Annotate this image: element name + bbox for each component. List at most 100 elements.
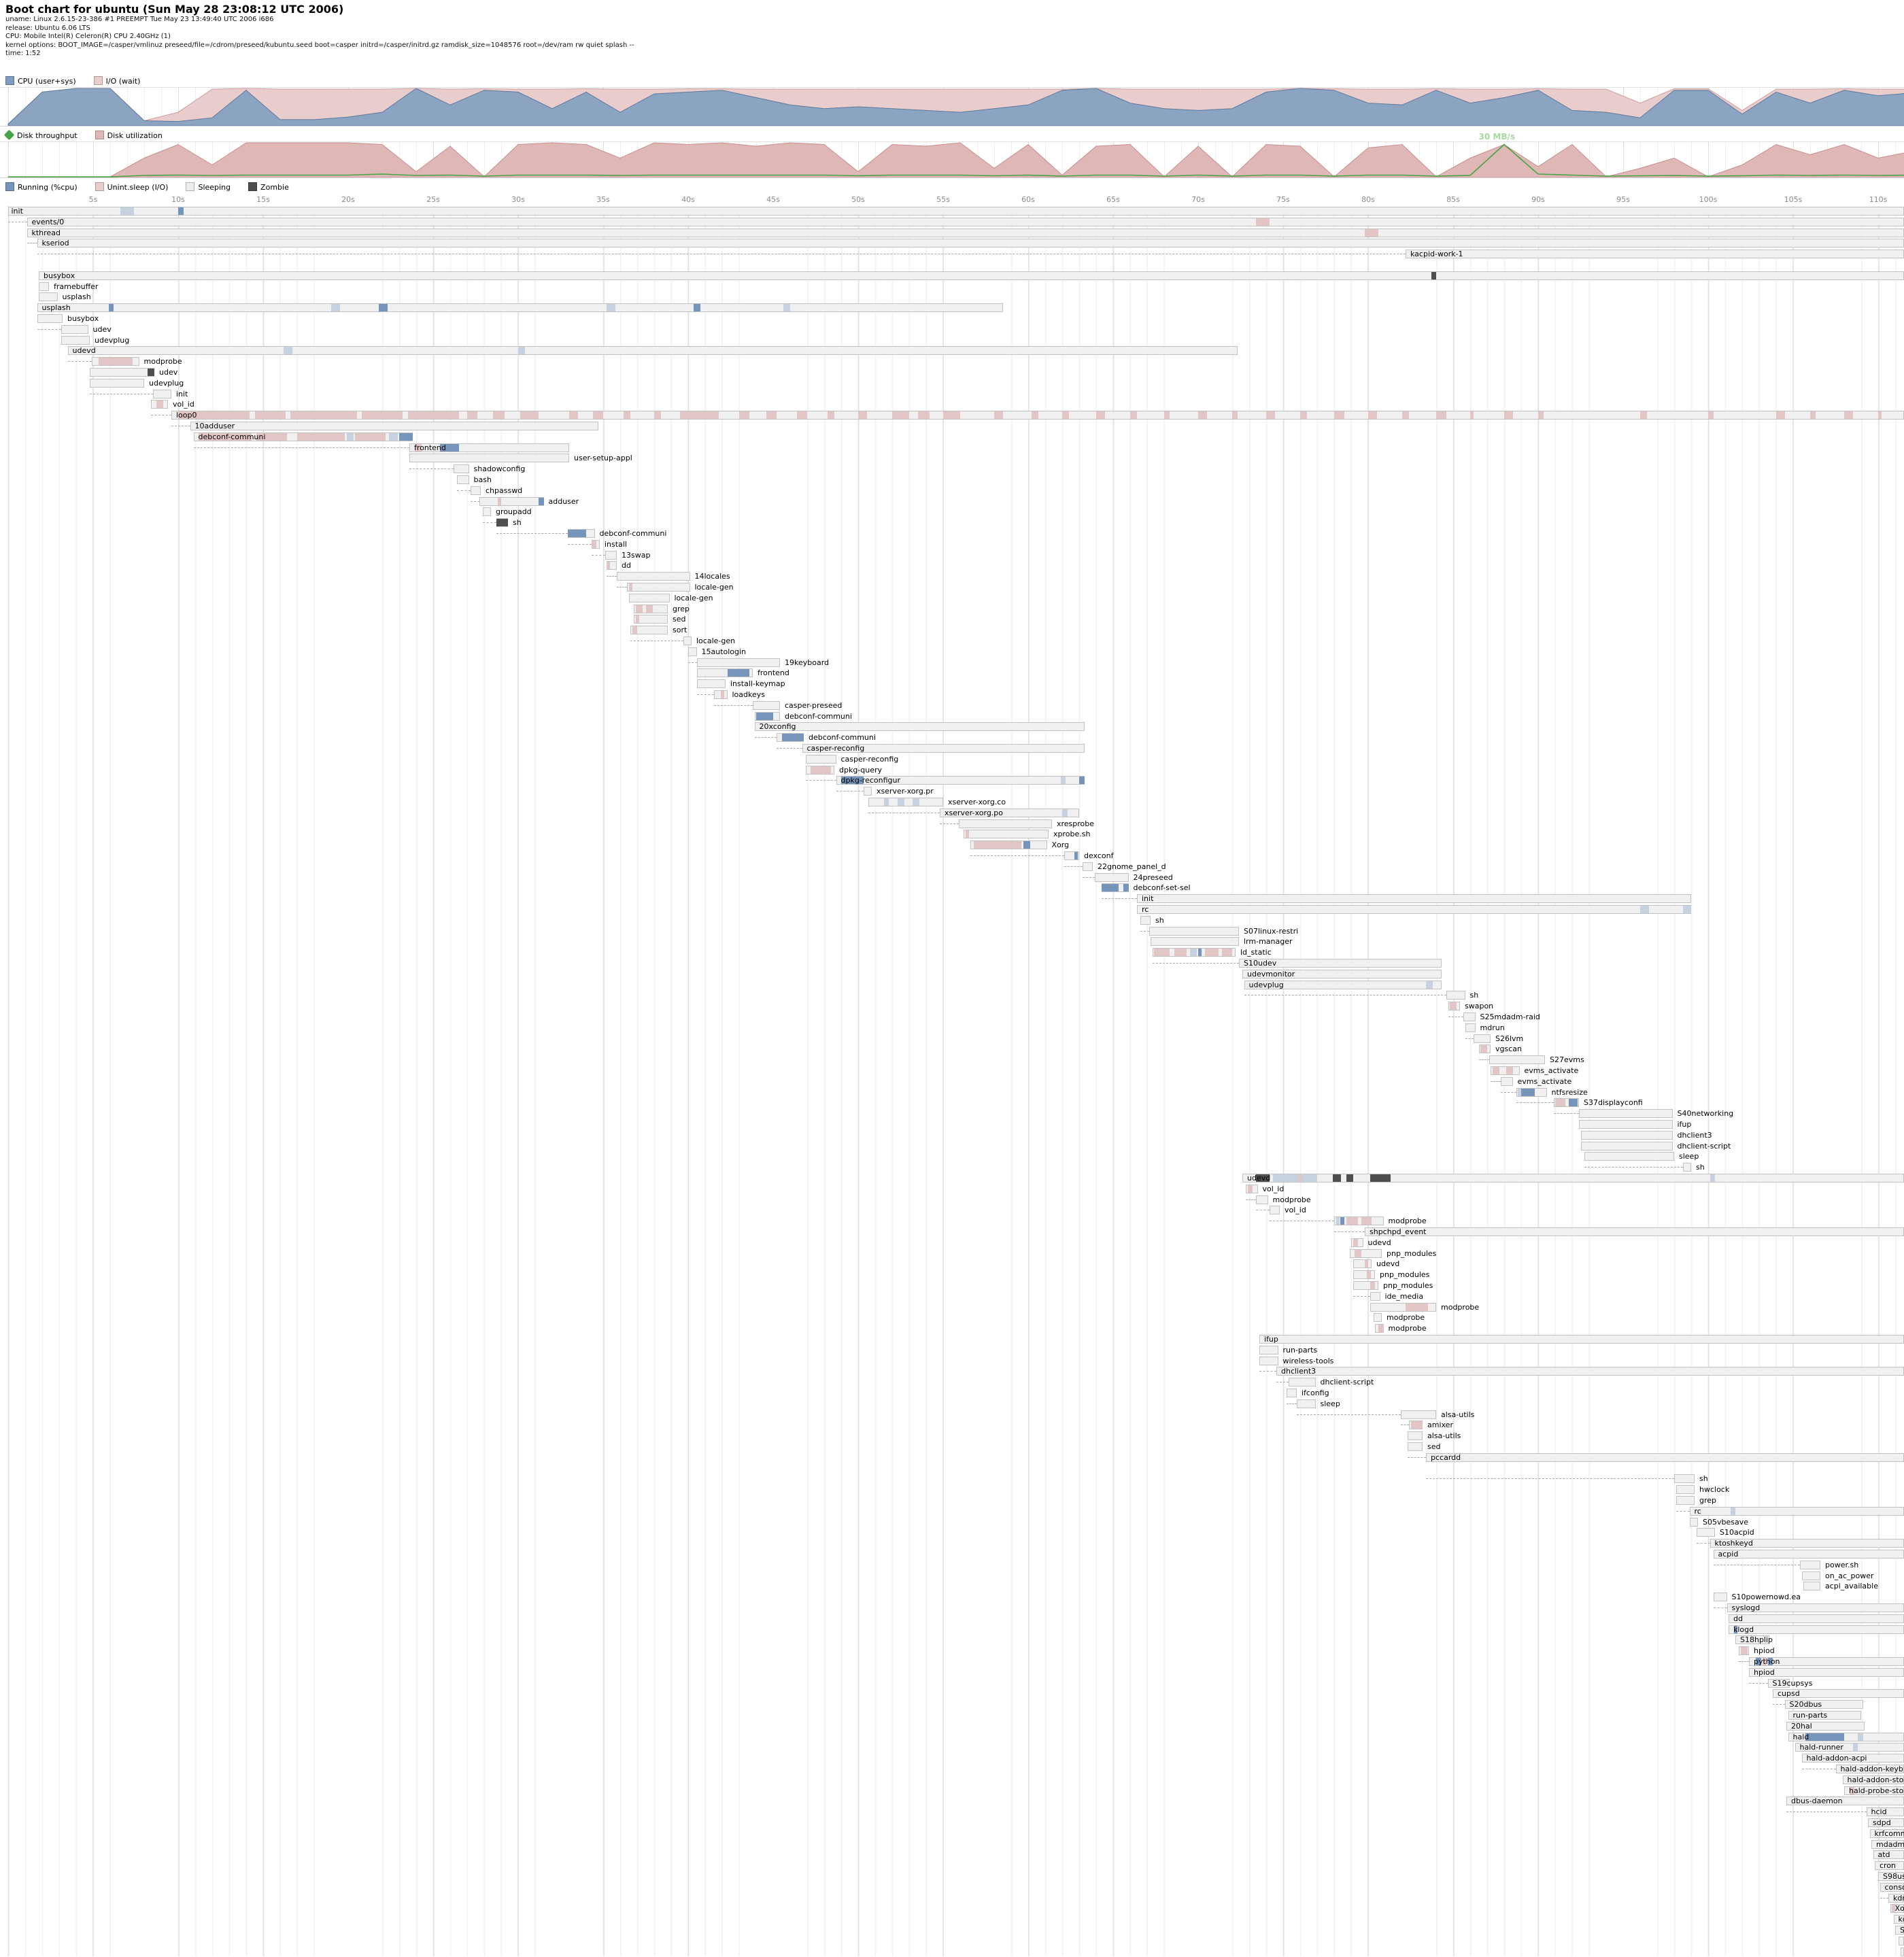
io-wait-segment: [1450, 1002, 1457, 1010]
tree-connector: [697, 694, 714, 695]
process-bar: [1270, 1206, 1280, 1214]
legend-item: Disk utilization: [95, 131, 163, 140]
process-row: sh: [0, 1474, 1904, 1484]
legend-item: Sleeping: [186, 182, 231, 192]
process-bar: [471, 486, 481, 495]
tree-connector: [607, 576, 617, 577]
running-segment: [782, 734, 804, 741]
process-label: udevplug: [95, 336, 129, 345]
process-row: wireless-tools: [0, 1356, 1904, 1367]
process-label: syslogd: [1732, 1603, 1761, 1612]
process-label: hcid: [1871, 1807, 1887, 1816]
process-label: xserver-xorg.co: [948, 798, 1006, 806]
process-label: pccardd: [1431, 1453, 1461, 1462]
process-row: ps: [0, 1936, 1904, 1947]
process-label: ifconfig: [1302, 1389, 1329, 1397]
io-wait-segment: [1300, 411, 1307, 419]
process-bar: [1474, 1034, 1491, 1043]
process-row: udevd: [0, 1238, 1904, 1248]
running-segment: [178, 207, 184, 215]
process-bar: [1579, 1120, 1673, 1129]
process-row: debconf-set-sel: [0, 883, 1904, 894]
tree-connector: [68, 361, 92, 362]
process-label: S05vbesave: [1703, 1518, 1748, 1527]
process-label: init: [1142, 894, 1153, 903]
legend-label: Zombie: [260, 183, 289, 192]
axis-tick-label: 65s: [1106, 195, 1120, 204]
process-bar: [37, 239, 1904, 248]
process-label: 24preseed: [1134, 873, 1173, 882]
legend-label: Sleeping: [198, 183, 231, 192]
process-row: ktoshkeyd: [0, 1538, 1904, 1549]
tree-connector: [37, 329, 61, 330]
process-row: udevd: [0, 1173, 1904, 1184]
process-row: on_ac_power: [0, 1571, 1904, 1582]
process-bar: [61, 336, 90, 345]
zombie-segment: [148, 369, 154, 376]
process-label: dexconf: [1084, 851, 1114, 860]
process-bar: [1581, 1131, 1673, 1140]
process-bar: [617, 572, 690, 581]
process-row: S20dbus: [0, 1699, 1904, 1710]
process-row: dpkg-query: [0, 765, 1904, 776]
tree-connector: [1739, 1661, 1749, 1662]
sleep-segment: [331, 304, 340, 311]
process-label: events/0: [32, 218, 65, 226]
io-wait-segment: [1378, 1325, 1384, 1332]
process-label: xresprobe: [1057, 819, 1094, 828]
process-label: debconf-communi: [199, 432, 266, 441]
process-label: debconf-communi: [600, 529, 667, 538]
io-wait-segment: [569, 411, 578, 419]
process-bar: [627, 583, 690, 592]
process-row: dpkg-reconfigur: [0, 775, 1904, 786]
process-label: kdm: [1899, 1915, 1904, 1924]
process-row: usplash: [0, 303, 1904, 313]
running-segment: [568, 530, 587, 537]
axis-tick-label: 10s: [171, 195, 185, 204]
process-row: debconf-communi: [0, 711, 1904, 722]
process-bar: [683, 636, 692, 645]
process-bar: [190, 422, 598, 430]
process-label: casper-reconfig: [841, 755, 899, 764]
process-bar: [27, 218, 1904, 226]
process-label: loop0: [176, 411, 197, 420]
legend-swatch-icon: [94, 76, 103, 85]
process-label: hald-probe-stor: [1849, 1786, 1904, 1795]
sleep-segment: [518, 347, 525, 354]
process-bar: [634, 615, 668, 624]
axis-tick-label: 80s: [1361, 195, 1375, 204]
process-label: locale-gen: [696, 636, 735, 645]
process-label: python: [1754, 1657, 1780, 1666]
process-label: mdrun: [1480, 1023, 1505, 1032]
process-row: cron: [0, 1860, 1904, 1871]
legend-label: Disk throughput: [17, 131, 78, 140]
tree-connector: [568, 544, 592, 545]
process-row: vol_id: [0, 1205, 1904, 1216]
process-row: sdpd: [0, 1818, 1904, 1828]
io-wait-segment: [1198, 411, 1207, 419]
process-row: xserver-xorg.po: [0, 808, 1904, 819]
legend-item: CPU (user+sys): [5, 76, 76, 86]
process-row: busybox: [0, 271, 1904, 282]
process-label: sleep: [1321, 1399, 1340, 1408]
process-bar: [39, 271, 1904, 280]
process-row: hald: [0, 1732, 1904, 1743]
process-row: av: [0, 1947, 1904, 1957]
process-label: dhclient-script: [1321, 1378, 1374, 1386]
process-row: sh: [0, 990, 1904, 1001]
process-row: modprobe: [0, 356, 1904, 367]
cpu-line: CPU: Mobile Intel(R) Celeron(R) CPU 2.40…: [5, 33, 634, 41]
process-bar: [1149, 927, 1240, 936]
process-bar: [457, 475, 469, 484]
running-segment: [1123, 884, 1129, 891]
tree-connector: [483, 522, 496, 523]
process-row: framebuffer: [0, 282, 1904, 292]
io-wait-segment: [636, 615, 639, 623]
process-label: hwclock: [1699, 1485, 1729, 1494]
tree-connector: [592, 555, 605, 556]
zombie-segment: [1333, 1174, 1342, 1182]
tree-connector: [1501, 1092, 1516, 1093]
io-wait-segment: [1154, 949, 1170, 956]
process-row: ifup: [0, 1119, 1904, 1130]
running-segment: [1102, 884, 1119, 891]
